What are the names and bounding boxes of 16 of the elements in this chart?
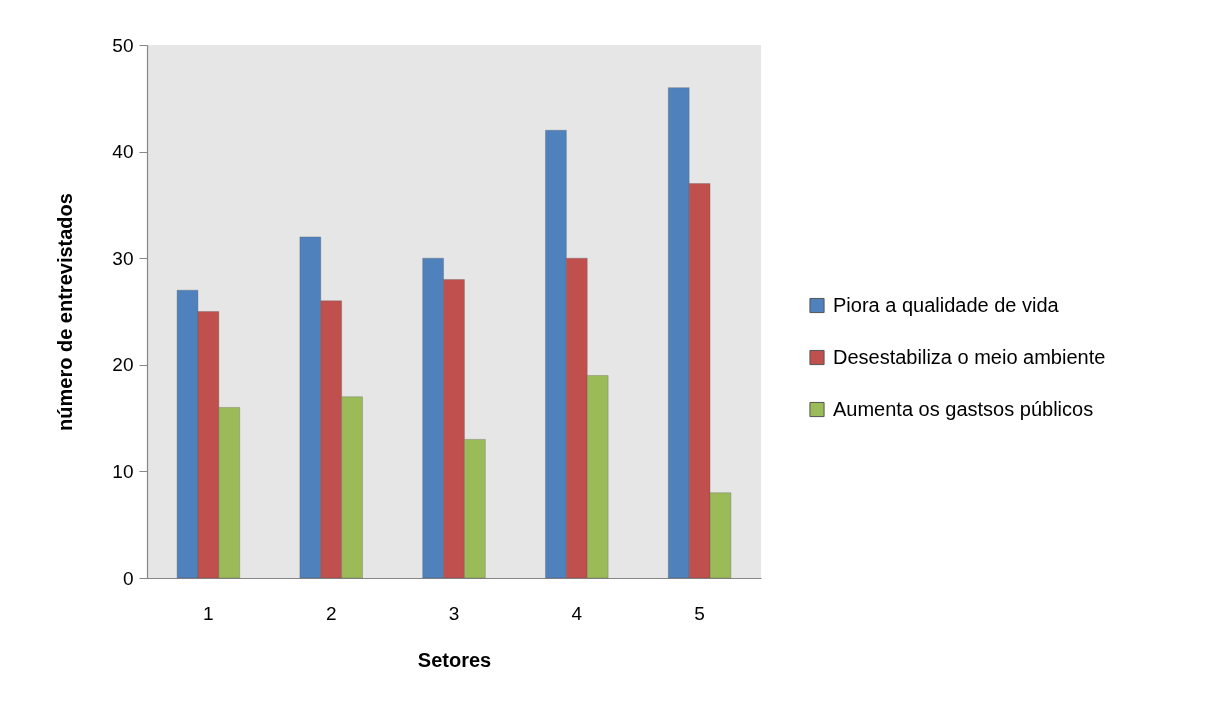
legend-label: Aumenta os gastsos públicos <box>833 397 1094 420</box>
y-tick-label: 50 <box>112 34 134 56</box>
y-tick-label: 10 <box>112 460 134 482</box>
y-tick-label: 0 <box>122 567 134 589</box>
legend-label: Piora a qualidade de vida <box>833 293 1060 316</box>
x-tick-label: 1 <box>203 602 214 624</box>
y-tick-label: 40 <box>112 141 134 163</box>
x-tick-label: 4 <box>571 602 583 624</box>
x-tick-label: 5 <box>694 602 705 624</box>
legend-label: Desestabiliza o meio ambiente <box>833 345 1106 368</box>
x-axis-title: Setores <box>417 648 492 671</box>
y-axis-title: número de entrevistados <box>54 193 77 431</box>
x-tick-label: 3 <box>448 602 460 624</box>
y-tick-label: 20 <box>112 354 134 376</box>
y-tick-label: 30 <box>112 247 134 269</box>
x-tick-label: 2 <box>325 602 337 624</box>
